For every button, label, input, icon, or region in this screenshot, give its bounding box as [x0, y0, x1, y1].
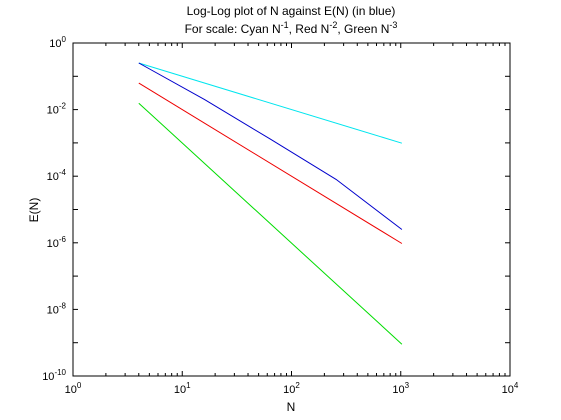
- plot-area: [73, 43, 510, 376]
- series-blue-line: [138, 62, 403, 230]
- y-axis-label: E(N): [27, 198, 41, 223]
- y-tick-labels: 100 10-2 10-4 10-6 10-8 10-10: [42, 35, 66, 383]
- x-tick-label: 102: [283, 381, 300, 396]
- series-green-line: [138, 102, 403, 345]
- subtitle-cyan-exp: -1: [281, 20, 289, 30]
- series-group: [138, 62, 403, 345]
- x-tick-label: 104: [502, 381, 519, 396]
- y-tick-label: 10-10: [42, 368, 66, 383]
- x-tick-labels: 100 101 102 103 104: [65, 381, 519, 396]
- chart-title: Log-Log plot of N against E(N) (in blue): [187, 4, 396, 18]
- subtitle-red-exp: -2: [329, 20, 337, 30]
- series-cyan-line: [138, 62, 403, 144]
- x-tick-label: 100: [65, 381, 82, 396]
- tick-marks: [72, 42, 511, 377]
- y-tick-label: 10-4: [47, 168, 67, 183]
- y-tick-label: 100: [49, 35, 66, 50]
- series-red-line: [138, 82, 403, 244]
- subtitle-green-label: , Green N: [337, 22, 389, 36]
- x-tick-label: 101: [174, 381, 191, 396]
- x-tick-label: 103: [392, 381, 409, 396]
- subtitle-green-exp: -3: [389, 20, 397, 30]
- subtitle-cyan-label: Cyan N: [241, 22, 281, 36]
- x-axis-label: N: [287, 400, 296, 414]
- y-tick-label: 10-2: [47, 102, 67, 117]
- y-tick-label: 10-8: [47, 301, 67, 316]
- subtitle-red-label: , Red N: [289, 22, 330, 36]
- subtitle-prefix: For scale:: [185, 22, 241, 36]
- chart-subtitle: For scale: Cyan N-1, Red N-2, Green N-3: [185, 20, 398, 36]
- y-tick-label: 10-6: [47, 235, 67, 250]
